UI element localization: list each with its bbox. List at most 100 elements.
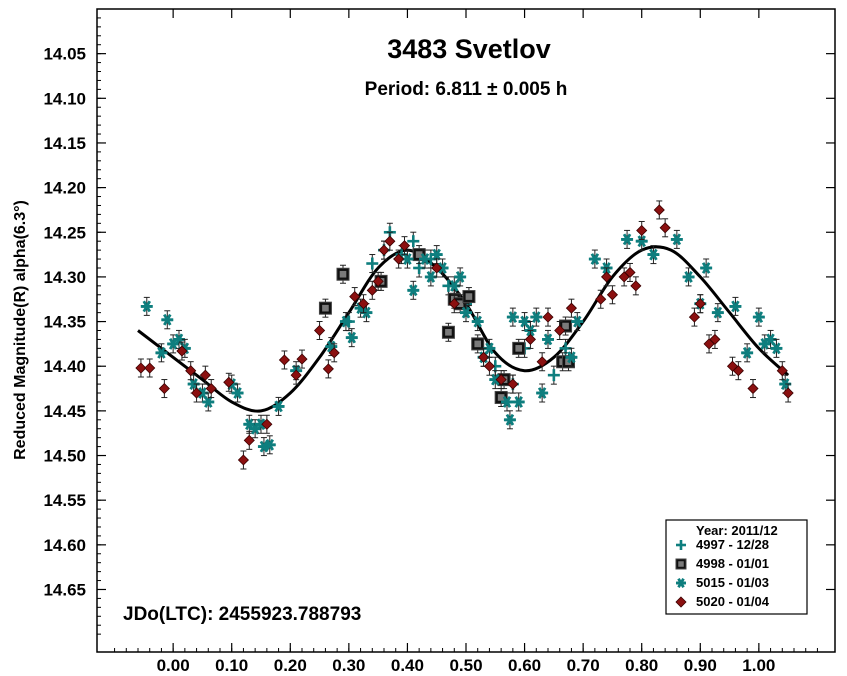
- legend: Year: 2011/12 4997 - 12/28 4998 - 01/01 50…: [665, 519, 808, 615]
- data-point: [507, 374, 519, 394]
- data-point: [431, 258, 443, 278]
- data-point: [144, 358, 156, 378]
- data-point: [621, 229, 634, 249]
- data-point: [314, 321, 326, 340]
- y-tick-label: 14.50: [43, 447, 86, 466]
- data-point: [185, 361, 197, 381]
- data-point: [732, 361, 744, 381]
- data-point: [653, 200, 665, 220]
- data-point: [205, 379, 217, 399]
- data-point: [199, 365, 211, 385]
- data-point: [478, 347, 490, 367]
- x-tick-label: 0.20: [274, 656, 307, 675]
- y-tick-label: 14.60: [43, 536, 86, 555]
- x-tick-label: 0.90: [684, 656, 717, 675]
- data-point: [741, 343, 754, 363]
- jd-annotation: JDo(LTC): 2455923.788793: [123, 604, 361, 625]
- legend-label: 4998 - 01/01: [696, 556, 769, 571]
- data-point: [524, 329, 536, 349]
- data-point: [336, 264, 350, 284]
- data-point: [782, 383, 794, 403]
- x-tick-label: 0.00: [157, 656, 190, 675]
- y-tick-label: 14.05: [43, 45, 86, 64]
- data-point: [135, 358, 147, 378]
- data-point: [384, 231, 396, 251]
- data-point: [278, 350, 290, 370]
- x-tick-label: 0.40: [391, 656, 424, 675]
- data-point: [261, 414, 273, 434]
- data-series: [135, 200, 794, 470]
- data-point: [471, 334, 485, 354]
- x-axis: 0.00 0.10 0.20 0.30 0.40 0.50 0.60 0.70 0.80 0.90…: [114, 9, 818, 675]
- x-tick-label: 0.60: [508, 656, 541, 675]
- data-point: [339, 312, 352, 332]
- data-point: [176, 341, 188, 361]
- data-point: [729, 296, 742, 316]
- data-point: [506, 307, 519, 327]
- data-point: [345, 328, 358, 348]
- legend-label: 5015 - 01/03: [696, 575, 769, 590]
- y-tick-label: 14.65: [43, 580, 86, 599]
- data-point: [776, 361, 788, 381]
- data-point: [636, 220, 648, 240]
- data-point: [601, 267, 613, 287]
- data-point: [223, 372, 235, 392]
- y-tick-label: 14.15: [43, 134, 86, 153]
- legend-title: Year: 2011/12: [696, 523, 778, 538]
- data-point: [272, 396, 285, 416]
- data-point: [647, 245, 660, 265]
- data-point: [565, 347, 578, 367]
- data-point: [635, 231, 648, 251]
- data-point: [542, 329, 554, 349]
- data-point: [709, 329, 721, 349]
- x-tick-label: 0.30: [332, 656, 365, 675]
- data-point: [670, 229, 683, 249]
- data-point: [366, 280, 378, 300]
- data-point: [547, 365, 560, 385]
- data-point: [322, 359, 334, 379]
- data-point: [155, 343, 168, 363]
- y-tick-label: 14.20: [43, 179, 86, 198]
- data-point: [328, 343, 340, 363]
- y-tick-label: 14.55: [43, 491, 86, 510]
- data-point: [512, 338, 526, 358]
- data-point: [688, 307, 700, 327]
- data-point: [290, 365, 302, 385]
- data-point: [752, 307, 765, 327]
- series-diamond: [135, 200, 794, 470]
- data-point: [682, 267, 695, 287]
- data-point: [243, 430, 255, 450]
- x-tick-label: 0.70: [567, 656, 600, 675]
- data-point: [349, 287, 361, 307]
- data-point: [372, 271, 384, 291]
- x-tick-label: 0.50: [449, 656, 482, 675]
- data-point: [357, 294, 370, 314]
- data-point: [571, 312, 584, 332]
- data-point: [419, 249, 431, 269]
- y-tick-label: 14.10: [43, 89, 86, 108]
- data-point: [565, 298, 577, 318]
- data-point: [191, 383, 203, 403]
- data-point: [140, 296, 153, 316]
- data-point: [606, 285, 618, 305]
- x-tick-label: 0.10: [215, 656, 248, 675]
- data-point: [747, 379, 759, 399]
- y-tick-label: 14.45: [43, 402, 86, 421]
- data-point: [554, 321, 566, 340]
- legend-entry: 5015 - 01/03: [676, 575, 769, 590]
- y-tick-label: 14.25: [43, 223, 86, 242]
- x-tick-label: 0.80: [625, 656, 658, 675]
- data-point: [595, 289, 607, 309]
- data-point: [398, 236, 411, 256]
- data-point: [318, 298, 332, 318]
- chart-subtitle: Period: 6.811 ± 0.005 h: [365, 79, 568, 100]
- x-tick-label: 1.00: [742, 656, 775, 675]
- data-point: [512, 392, 525, 412]
- data-point: [161, 310, 174, 330]
- data-point: [530, 307, 543, 327]
- data-point: [495, 370, 507, 390]
- chart-title: 3483 Svetlov: [387, 34, 551, 64]
- series-star: [140, 229, 792, 457]
- data-point: [503, 410, 516, 430]
